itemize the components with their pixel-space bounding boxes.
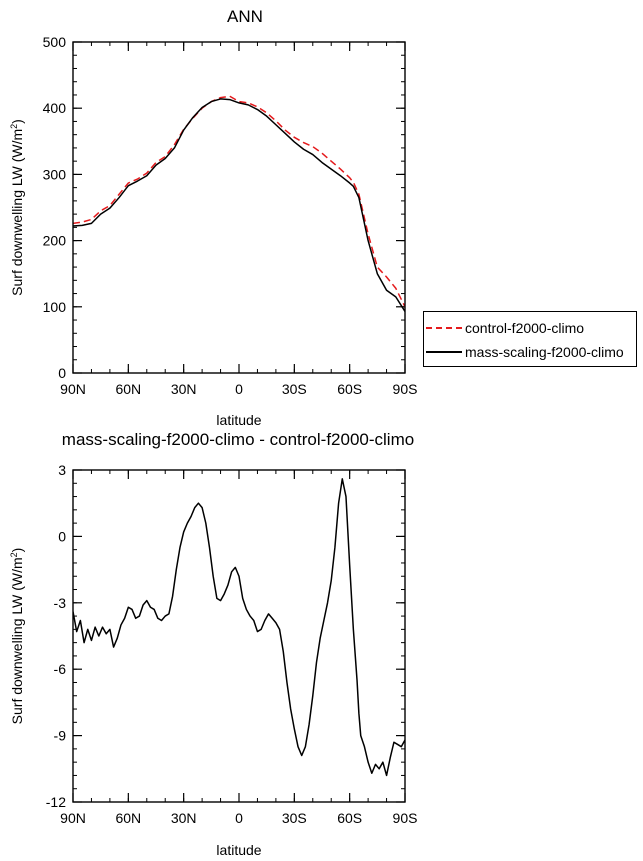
series-line-mass-scaling-f2000-climo xyxy=(73,98,405,312)
legend-label-mass-scaling: mass-scaling-f2000-climo xyxy=(465,344,624,360)
y-tick-label: 200 xyxy=(43,233,67,249)
y-axis-label: Surf downwelling LW (W/m2) xyxy=(9,119,25,296)
y-tick-label: 3 xyxy=(58,462,66,478)
chart-title: ANN xyxy=(227,7,263,26)
legend-item-control: control-f2000-climo xyxy=(426,318,584,338)
x-tick-label: 0 xyxy=(235,381,243,397)
x-tick-label: 60N xyxy=(115,381,141,397)
y-tick-label: 0 xyxy=(58,365,66,381)
x-tick-label: 90S xyxy=(393,381,418,397)
x-tick-label: 60N xyxy=(115,810,141,826)
x-tick-label: 0 xyxy=(235,810,243,826)
x-tick-label: 90N xyxy=(60,810,86,826)
plot-frame xyxy=(72,469,406,803)
legend-swatch-mass-scaling xyxy=(426,351,462,353)
x-axis-label: latitude xyxy=(216,412,261,428)
chart-panel-2: mass-scaling-f2000-climo - control-f2000… xyxy=(9,430,417,858)
x-tick-label: 60S xyxy=(337,381,362,397)
plot-frame xyxy=(72,41,406,374)
y-tick-label: 100 xyxy=(43,299,67,315)
legend-item-mass-scaling: mass-scaling-f2000-climo xyxy=(426,342,624,362)
y-tick-label: 400 xyxy=(43,100,67,116)
x-tick-label: 90N xyxy=(60,381,86,397)
y-tick-label: 0 xyxy=(58,528,66,544)
x-tick-label: 30N xyxy=(171,381,197,397)
series-line-difference xyxy=(73,478,405,777)
series-line-control-f2000-climo xyxy=(73,95,405,308)
x-axis-label: latitude xyxy=(216,842,261,858)
y-tick-label: 300 xyxy=(43,166,67,182)
y-tick-label: -9 xyxy=(54,728,67,744)
x-tick-label: 30N xyxy=(171,810,197,826)
legend: control-f2000-climo mass-scaling-f2000-c… xyxy=(423,311,637,367)
y-tick-label: -3 xyxy=(54,595,67,611)
chart-panel-1: ANN 90N 60N 30N 0 30S 60S 90S 0 100 200 300 400 500 la… xyxy=(9,7,417,428)
legend-swatch-control xyxy=(426,327,462,329)
x-tick-label: 60S xyxy=(337,810,362,826)
y-axis-label: Surf downwelling LW (W/m2) xyxy=(9,548,25,725)
y-tick-label: -6 xyxy=(54,661,67,677)
legend-label-control: control-f2000-climo xyxy=(465,320,585,336)
y-tick-label: 500 xyxy=(43,34,67,50)
x-tick-label: 30S xyxy=(282,810,307,826)
y-tick-label: -12 xyxy=(46,794,66,810)
x-tick-label: 30S xyxy=(282,381,307,397)
chart-title: mass-scaling-f2000-climo - control-f2000… xyxy=(62,430,414,449)
x-tick-label: 90S xyxy=(393,810,418,826)
